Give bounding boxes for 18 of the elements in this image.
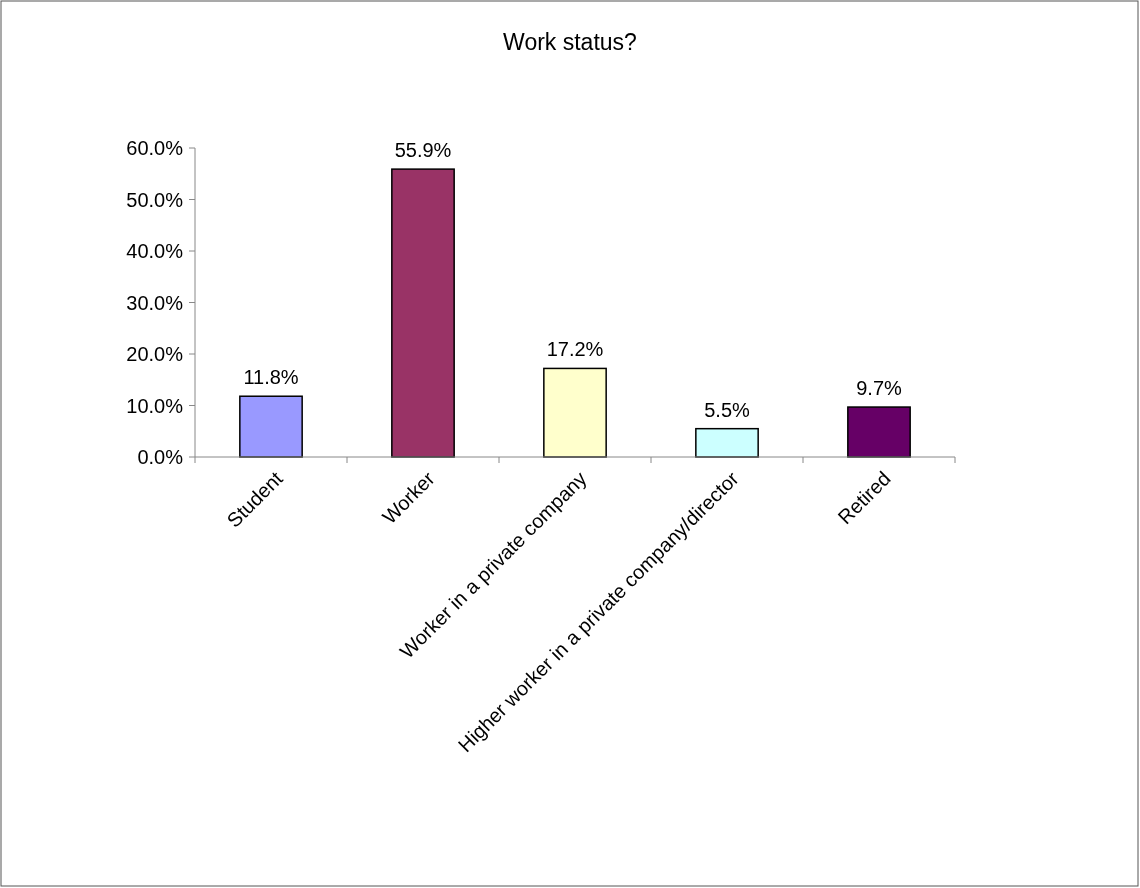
y-tick-label: 0.0% <box>137 446 184 468</box>
data-label: 17.2% <box>546 338 604 361</box>
chart-title: Work status? <box>503 29 637 55</box>
y-tick-label: 40.0% <box>126 240 184 262</box>
data-label: 11.8% <box>243 366 299 389</box>
bar <box>695 427 759 458</box>
bar <box>543 367 607 458</box>
data-label: 5.5% <box>704 398 751 421</box>
y-tick-label: 60.0% <box>126 137 184 159</box>
data-label: 9.7% <box>856 377 903 400</box>
y-tick-label: 10.0% <box>126 394 184 417</box>
y-tick-label: 20.0% <box>126 343 184 365</box>
bar <box>391 168 455 458</box>
y-tick-label: 50.0% <box>126 188 184 211</box>
data-label: 55.9% <box>394 139 452 162</box>
bar <box>239 395 303 458</box>
y-tick-label: 30.0% <box>126 291 184 314</box>
bar <box>847 406 911 458</box>
